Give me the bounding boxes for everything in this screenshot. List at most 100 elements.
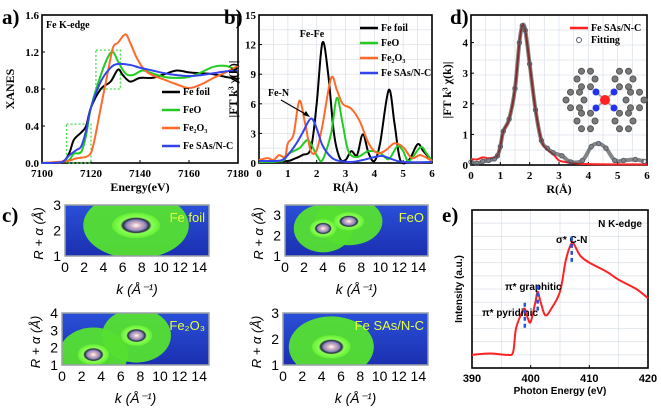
carbon-atom [629,75,637,83]
d-fitting-point [506,116,512,122]
carbon-atom [567,104,574,112]
e-xtick-label: 410 [580,373,598,385]
b-ytick-label: 3 [251,128,257,140]
panel-label-e: e) [442,203,458,227]
iron-atom [600,95,610,105]
c-map-fe-sas-n-c-xtick-label: 14 [411,368,427,384]
e-xtick-label: 400 [521,373,539,385]
d-xtick-label: 6 [644,170,650,182]
b-legend-label: Fe SAs/N-C [381,68,431,79]
c-map-feo-xtick-label: 4 [319,259,327,275]
e-xtick-label: 420 [639,373,657,385]
b-arrowhead [303,111,310,117]
d-fitting-point [550,150,556,156]
c-map-fe2o3-ytick-label: 2 [50,340,58,356]
carbon-atom [616,83,623,91]
c-map-fe2o3-xtick-label: 10 [152,368,168,384]
a-series-fe2o3 [41,33,239,164]
d-series-fitting [468,23,647,167]
b-xtick-label: 3 [343,168,349,180]
c-map-feo-ytick-label: 3 [273,207,281,223]
a-ytick-label: 0.4 [25,121,39,133]
c-map-fe2o3-xtick-label: 14 [191,368,207,384]
c-map-feo-peak [309,219,337,238]
c-map-fe2o3-ylabel: R + α (Å) [28,316,43,369]
a-xtick-label: 7180 [227,168,250,180]
d-xtick-label: 5 [615,170,621,182]
c-map-fe2o3-frame [61,312,210,366]
carbon-atom [573,117,581,125]
d-ytick-label: 1 [463,129,469,141]
b-ylabel: |FT k³ χ(k)| [226,61,240,118]
b-arrow [280,99,308,116]
b-ytick-label: 15 [245,10,257,22]
carbon-atom [587,83,594,91]
c-map-feo-xtick-label: 6 [338,259,346,275]
e-series-spectrum [471,241,649,357]
c-map-fe-sas-n-c-title: Fe SAs/N-C [355,318,424,333]
a-xtick-label: 7120 [80,168,103,180]
d-fitting-point [474,160,480,167]
carbon-atom [622,96,630,104]
c-map-fe-sas-n-c-heatmap [283,313,428,365]
c-map-feo-xtick-label: 0 [281,259,289,275]
c-map-fe-sas-n-c-peak [312,335,351,359]
c-map-fe-foil-peak [112,212,161,239]
d-fitting-point [532,107,539,113]
nitrogen-atom [610,88,618,96]
carbon-atom [616,109,623,117]
carbon-atom [591,75,599,83]
a-ytick-label: 0.0 [25,158,39,170]
c-map-fe2o3-xtick-label: 8 [137,368,145,384]
carbon-atom [587,125,594,133]
carbon-atom [567,88,574,96]
c-map-fe2o3-ytick-label: 4 [50,305,58,321]
d-fitting-point [559,153,565,159]
a-legend-label: Fe₂O₃ [183,123,207,134]
c-map-feo-ytick-label: 2 [273,228,281,244]
b-xtick-label: 4 [372,168,378,180]
b-legend-label: Fe₂O₃ [381,53,405,64]
b-ytick-label: 0 [251,158,257,170]
c-map-feo-ylabel: R + α (Å) [251,207,266,260]
c-map-fe-sas-n-c-xtick-label: 12 [391,368,407,384]
fe-n4-structure-inset [562,67,648,133]
carbon-atom [576,88,583,96]
carbon-atom [627,104,634,112]
a-series-feo [41,50,239,164]
c-map-fe-foil-ytick-label: 2 [53,223,61,239]
d-fitting-point [468,159,474,165]
panel-label-a: a) [2,5,20,29]
b-xlabel: R(Å) [333,180,358,194]
d-fitting-point [491,156,498,162]
d-fitting-point [641,158,647,165]
c-map-fe-foil-ytick-label: 3 [53,197,61,213]
d-fitting-point [516,39,523,46]
c-map-feo-xtick-label: 2 [300,259,308,275]
c-map-feo-xtick-label: 14 [411,259,427,275]
e-xlabel: Photon Energy (eV) [514,386,607,397]
d-fitting-point [519,23,526,29]
e-annotation: N K-edge [598,219,642,230]
e-peak-label: π* pyridinic [482,308,538,319]
c-map-fe2o3-ytick-label: 1 [50,357,58,373]
panel-label-b: b) [224,5,243,29]
a-ytick-label: 0.8 [25,84,39,96]
nitrogen-atom [592,104,600,112]
a-legend-label: FeO [183,105,202,116]
c-map-fe2o3-peak [77,344,110,365]
c-map-fe2o3-peak [120,325,153,346]
d-fitting-point [612,157,618,164]
c-map-fe-sas-n-c-xtick-label: 8 [356,368,364,384]
c-map-fe-sas-n-c-ytick-label: 2 [271,331,279,347]
c-map-fe-foil-frame [64,204,210,257]
c-map-fe-foil-xtick-label: 0 [61,259,69,275]
d-fitting-point [494,153,501,159]
e-peak-label: π* graphitic [505,282,562,293]
c-map-fe-foil-xtick-label: 8 [138,259,146,275]
c-map-fe-foil-title: Fe foil [170,210,206,225]
a-highlight-box [65,123,92,164]
e-xtick-label: 390 [463,373,481,385]
a-ytick-label: 1.2 [25,47,39,59]
carbon-atom [616,67,623,75]
